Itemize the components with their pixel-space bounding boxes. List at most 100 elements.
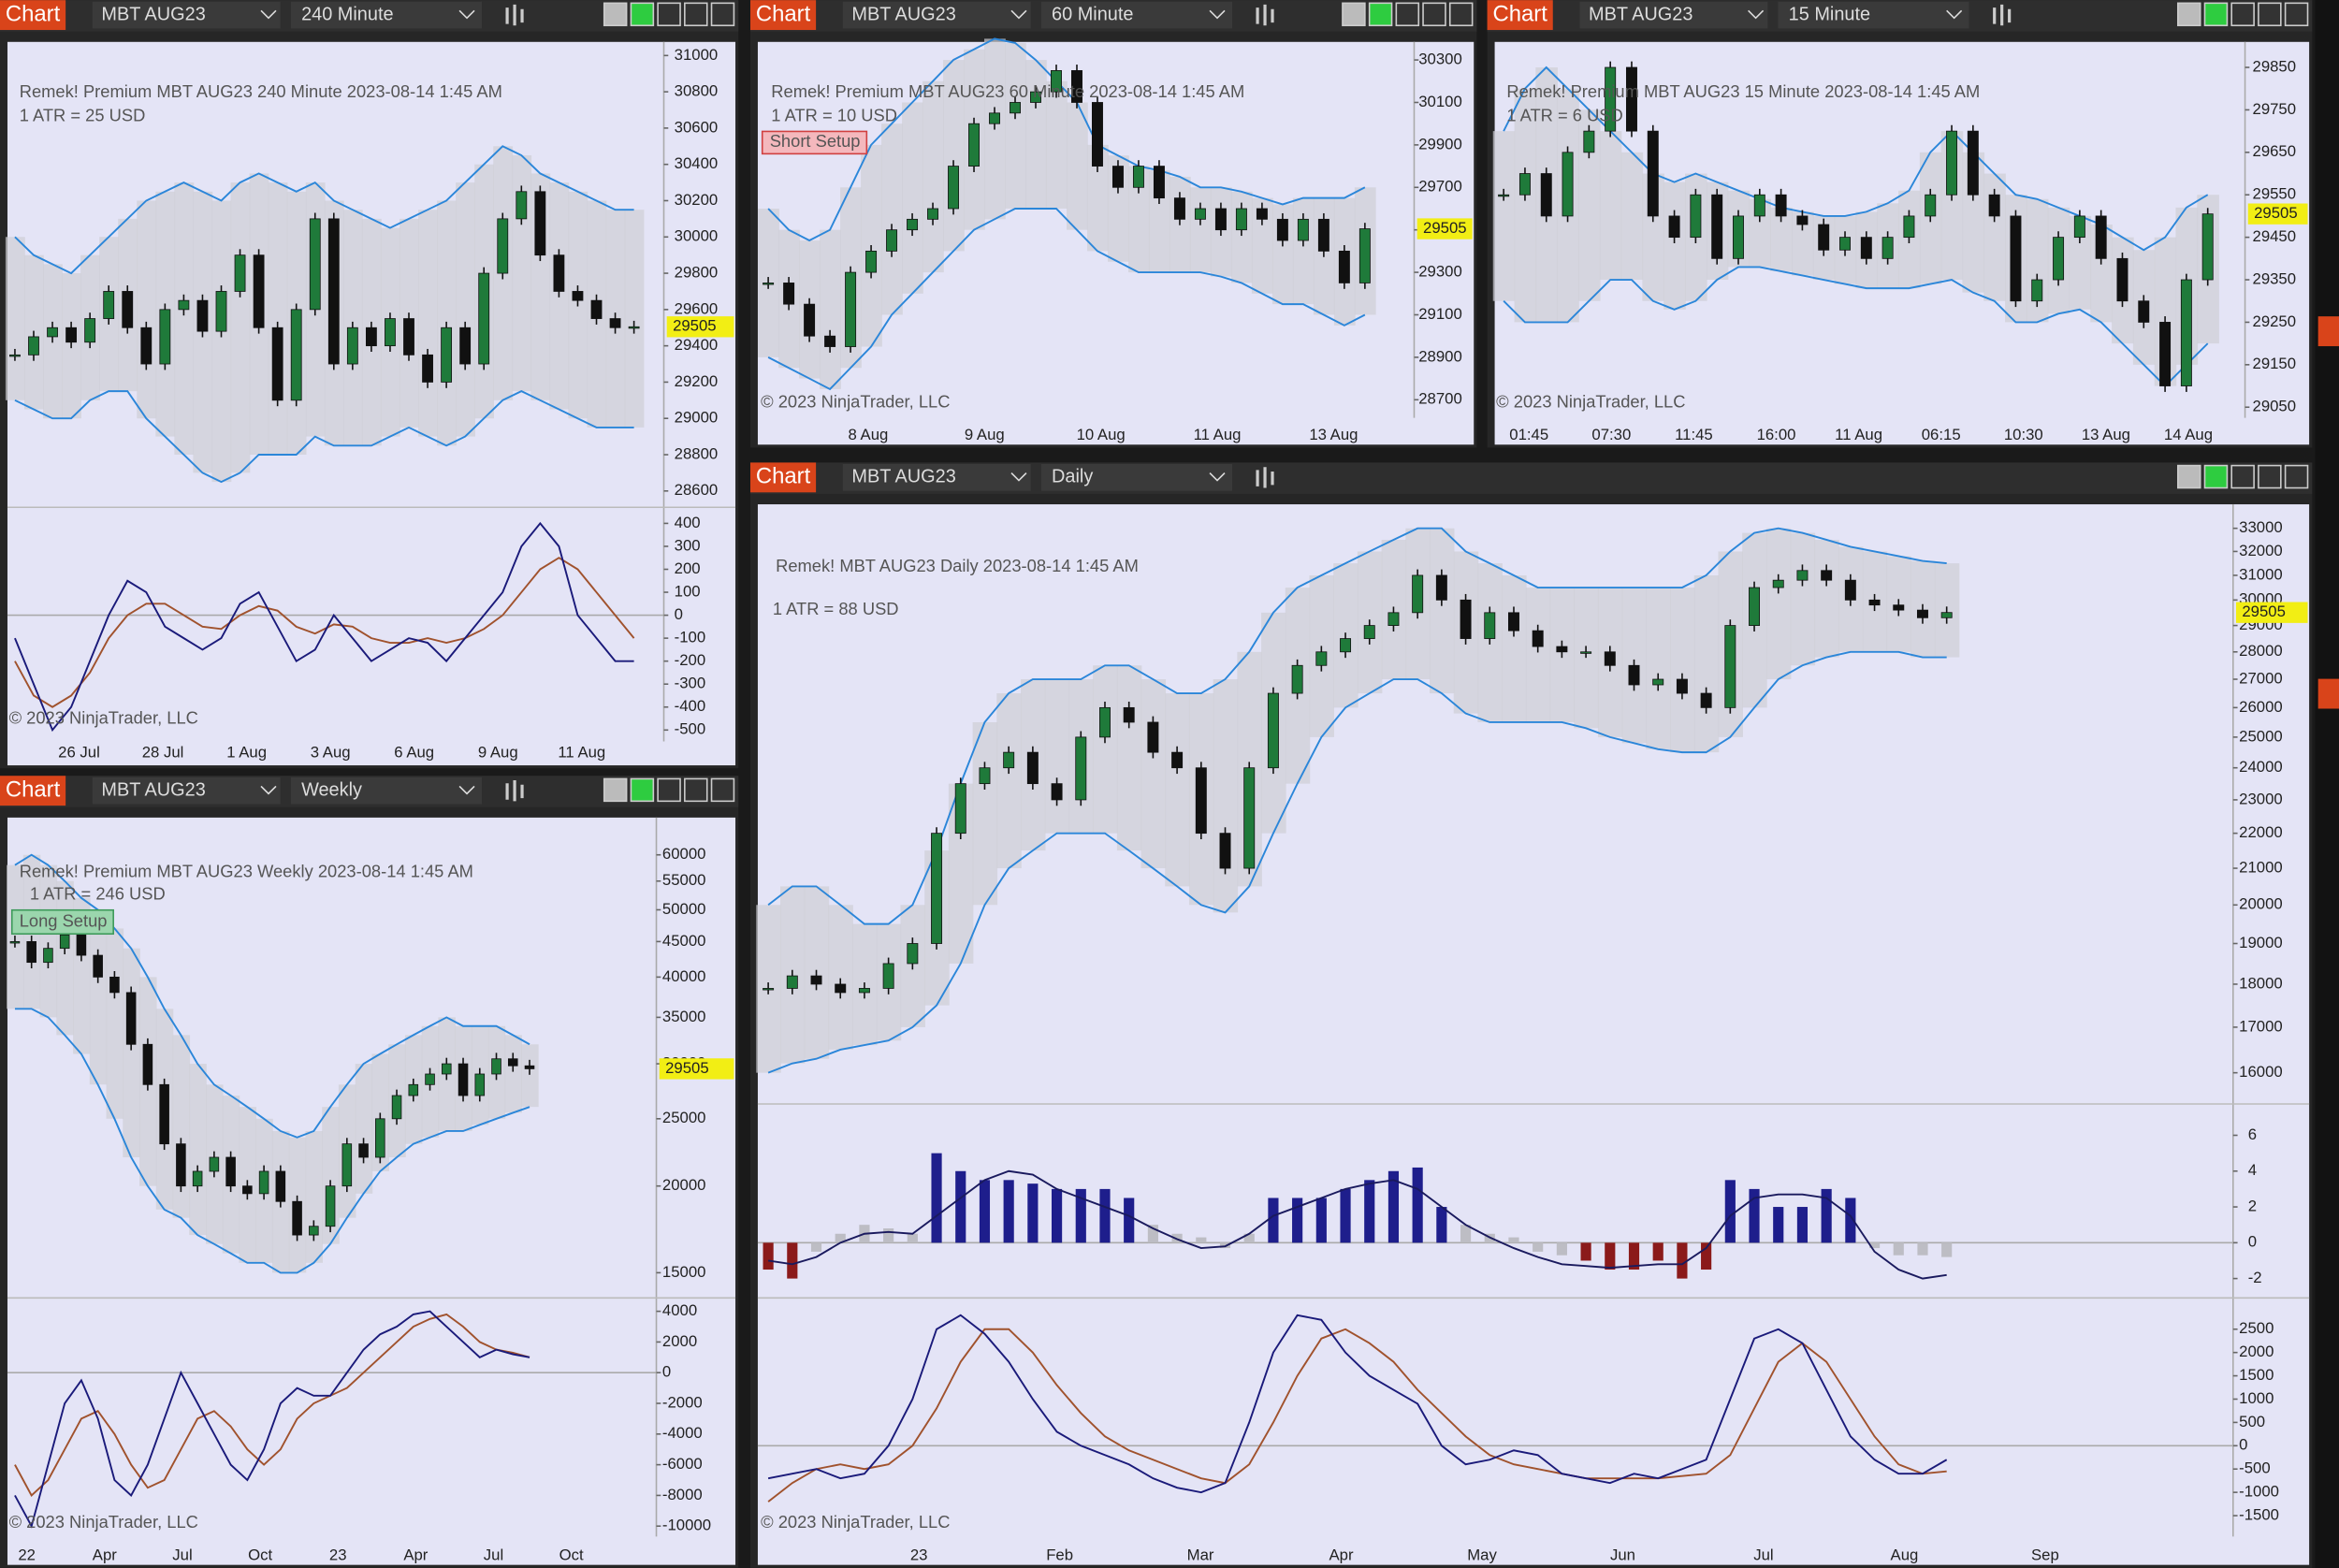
instrument-text[interactable]: MBT AUG23 <box>101 4 205 24</box>
candle-body <box>375 1118 385 1158</box>
candle-body <box>458 1063 469 1096</box>
instrument-dropdown[interactable] <box>842 1 1031 29</box>
y-tick-label: 29150 <box>2253 355 2297 372</box>
window-button[interactable] <box>2258 2 2282 27</box>
instrument-dropdown[interactable] <box>842 464 1031 491</box>
candle-body <box>1580 651 1592 654</box>
bars-icon[interactable] <box>1993 4 2012 26</box>
candle-body <box>26 941 36 964</box>
dropdown-arrow <box>1209 9 1226 20</box>
window-button[interactable] <box>603 777 628 803</box>
window-button[interactable] <box>684 777 708 803</box>
chart-tab-label[interactable]: Chart <box>1492 1 1547 26</box>
window-button[interactable] <box>2203 2 2229 27</box>
interval-dropdown[interactable] <box>1778 1 1969 29</box>
chart-tab-label[interactable]: Chart <box>756 464 811 489</box>
band-fill <box>1213 679 1239 913</box>
window-button[interactable] <box>2203 464 2229 489</box>
window-button[interactable] <box>684 2 708 27</box>
window-button[interactable] <box>1368 2 1393 27</box>
candle-body <box>1111 166 1124 188</box>
y-tick-label: 55000 <box>662 871 706 889</box>
window-button[interactable] <box>2230 464 2255 489</box>
dropdown-arrow <box>260 9 277 20</box>
bars-icon[interactable] <box>505 4 524 26</box>
window-button[interactable] <box>1448 2 1474 27</box>
candle-body <box>763 283 775 285</box>
chart-tab[interactable] <box>0 0 66 31</box>
y-tick-label: 29900 <box>1418 135 1462 152</box>
window-button[interactable] <box>2230 2 2255 27</box>
histogram-bar <box>1533 1242 1544 1252</box>
candle-body <box>907 943 919 965</box>
window-button[interactable] <box>2284 464 2309 489</box>
band-fill <box>1140 679 1167 869</box>
candle-body <box>59 934 70 950</box>
candle-body <box>325 1185 336 1227</box>
band-fill <box>881 123 903 315</box>
interval-dropdown[interactable] <box>1040 1 1232 29</box>
instrument-text[interactable]: MBT AUG23 <box>101 779 205 800</box>
bars-icon[interactable] <box>505 780 524 802</box>
window-button[interactable] <box>710 777 735 803</box>
interval-text[interactable]: Weekly <box>301 779 362 800</box>
y-tick-label: -4000 <box>662 1424 703 1442</box>
window-button[interactable] <box>657 2 681 27</box>
chart-tab-label[interactable]: Chart <box>756 1 811 26</box>
copyright: © 2023 NinjaTrader, LLC <box>9 1512 198 1532</box>
instrument-dropdown[interactable] <box>92 777 281 805</box>
chart-tab[interactable] <box>749 462 817 493</box>
interval-text[interactable]: Daily <box>1052 467 1093 487</box>
chart-tab-label[interactable]: Chart <box>6 777 61 802</box>
band-fill <box>1770 207 1793 271</box>
window-button[interactable] <box>1342 2 1366 27</box>
window-button[interactable] <box>2177 2 2201 27</box>
interval-dropdown[interactable] <box>290 777 482 805</box>
window-button[interactable] <box>2177 464 2201 489</box>
setup-tag <box>10 908 114 936</box>
instrument-text[interactable]: MBT AUG23 <box>851 4 955 24</box>
x-tick-label: 11 Aug <box>1835 426 1882 443</box>
bars-icon[interactable] <box>1256 467 1274 488</box>
band-fill <box>305 1130 324 1263</box>
band-fill <box>504 1035 522 1113</box>
window-button[interactable] <box>2284 2 2309 27</box>
interval-text[interactable]: 15 Minute <box>1789 4 1870 24</box>
chart-tab[interactable] <box>0 776 66 806</box>
y-tick-label: 0 <box>2239 1436 2247 1454</box>
instrument-text[interactable]: MBT AUG23 <box>1589 4 1693 24</box>
instrument-text[interactable]: MBT AUG23 <box>851 467 955 487</box>
chart-tab[interactable] <box>1487 0 1553 31</box>
interval-dropdown[interactable] <box>1040 464 1232 491</box>
window-button[interactable] <box>710 2 735 27</box>
candle-body <box>408 1083 419 1096</box>
window-button[interactable] <box>630 2 655 27</box>
x-tick-label: Mar <box>1187 1546 1214 1564</box>
interval-dropdown[interactable] <box>290 1 482 29</box>
instrument-dropdown[interactable] <box>92 1 281 29</box>
candle-body <box>1195 767 1207 835</box>
window-button[interactable] <box>630 777 655 803</box>
y-tick-label: -400 <box>675 697 706 715</box>
band-fill <box>1574 588 1599 729</box>
window-button[interactable] <box>603 2 628 27</box>
band-fill <box>1693 574 1720 753</box>
window-button[interactable] <box>1422 2 1446 27</box>
y-tick-label: -200 <box>675 651 706 669</box>
candle-body <box>9 354 21 357</box>
window-button[interactable] <box>2258 464 2282 489</box>
window-button[interactable] <box>1395 2 1420 27</box>
candle-body <box>1604 651 1616 666</box>
window-button[interactable] <box>657 777 681 803</box>
interval-text[interactable]: 240 Minute <box>301 4 394 24</box>
interval-text[interactable]: 60 Minute <box>1052 4 1133 24</box>
price-marker <box>2247 203 2308 225</box>
chart-tab[interactable] <box>749 0 817 31</box>
candle-body <box>1256 208 1268 220</box>
bars-icon[interactable] <box>1256 4 1274 26</box>
candle-body <box>1925 194 1937 217</box>
chart-tab-label[interactable]: Chart <box>6 1 61 26</box>
y-tick-label: 20000 <box>662 1176 706 1194</box>
band-fill <box>1005 42 1026 209</box>
instrument-dropdown[interactable] <box>1579 1 1768 29</box>
